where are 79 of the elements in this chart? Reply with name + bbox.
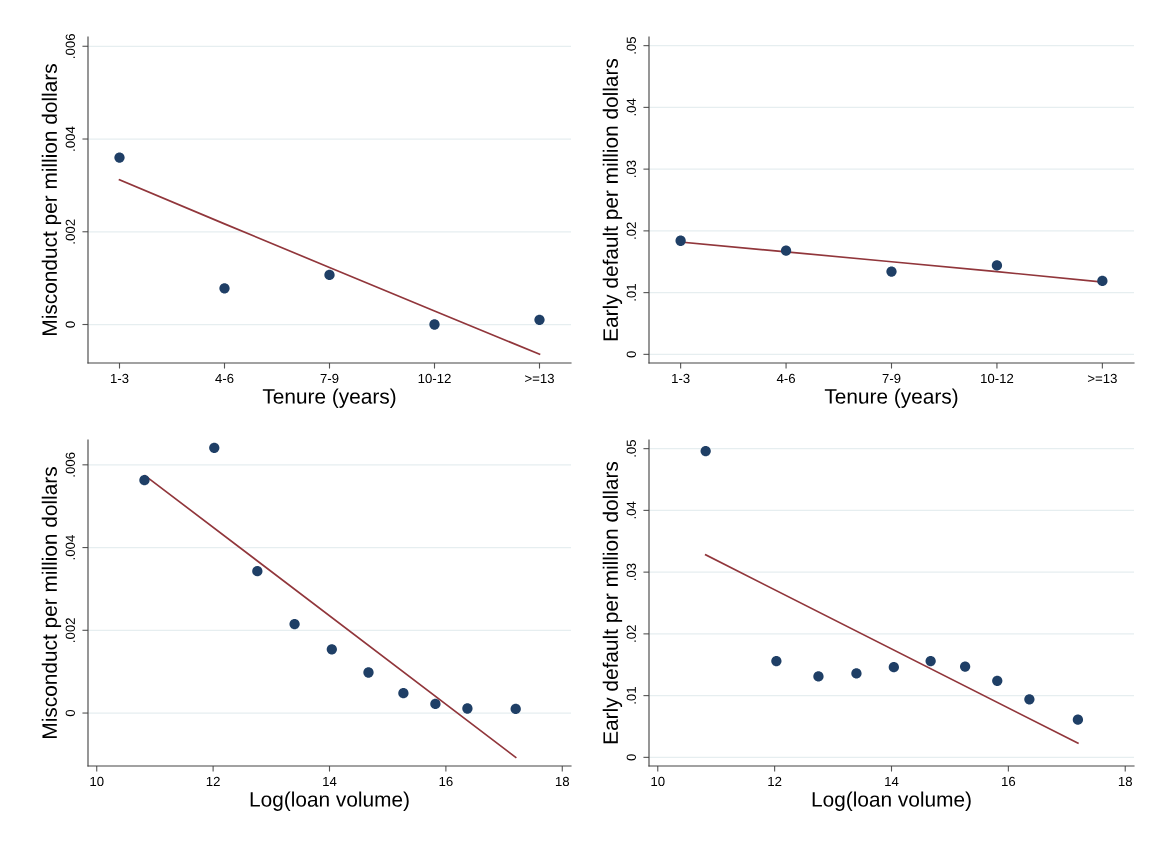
point bbox=[326, 644, 337, 655]
x-tick-label: >=13 bbox=[1087, 373, 1117, 384]
y-tick-label: .006 bbox=[65, 452, 75, 477]
x-tick-label: >=13 bbox=[525, 373, 554, 384]
point bbox=[700, 445, 711, 457]
y-tick-label: .04 bbox=[626, 98, 636, 116]
point bbox=[851, 668, 862, 679]
x-axis-title: Log(loan volume) bbox=[250, 791, 409, 811]
point bbox=[429, 319, 440, 330]
point bbox=[813, 671, 824, 682]
x-axis-title: Tenure (years) bbox=[824, 388, 958, 408]
x-tick-label: 10-12 bbox=[418, 373, 451, 384]
x-tick-label: 18 bbox=[555, 776, 570, 787]
y-axis-title: Early default per million dollars bbox=[602, 461, 623, 744]
x-tick-label: 12 bbox=[206, 776, 220, 786]
point bbox=[534, 314, 545, 326]
x-tick-label: 4-6 bbox=[215, 373, 234, 384]
point bbox=[780, 245, 792, 256]
x-axis-title: Tenure (years) bbox=[262, 388, 396, 408]
point bbox=[1097, 275, 1108, 287]
point bbox=[398, 688, 409, 699]
point bbox=[114, 152, 125, 163]
x-tick-label: 1-3 bbox=[672, 373, 690, 384]
x-tick-label: 1-3 bbox=[110, 373, 129, 384]
y-tick-label: .002 bbox=[65, 618, 75, 642]
x-axis-title: Log(loan volume) bbox=[812, 791, 971, 811]
y-tick-label: .03 bbox=[626, 563, 636, 581]
y-tick-label: .05 bbox=[626, 37, 636, 54]
y-axis-title: Misconduct per million dollars bbox=[41, 64, 62, 335]
y-tick-label: .03 bbox=[626, 160, 636, 178]
x-tick-label: 10 bbox=[651, 776, 665, 787]
y-tick-label: .01 bbox=[626, 284, 636, 301]
y-tick-label: .02 bbox=[626, 222, 636, 239]
y-tick-label: .004 bbox=[65, 126, 75, 151]
x-tick-label: 14 bbox=[885, 776, 899, 786]
x-tick-label: 18 bbox=[1118, 776, 1132, 787]
point bbox=[886, 266, 897, 277]
point bbox=[462, 703, 473, 714]
y-tick-label: 0 bbox=[65, 709, 75, 717]
point bbox=[1072, 714, 1084, 725]
point bbox=[139, 474, 150, 486]
x-tick-label: 10 bbox=[90, 776, 104, 787]
y-axis-title: Misconduct per million dollars bbox=[41, 467, 62, 738]
y-tick-label: .002 bbox=[65, 219, 75, 244]
x-tick-label: 7-9 bbox=[882, 373, 901, 384]
y-tick-label: 0 bbox=[626, 754, 636, 761]
point bbox=[1024, 694, 1035, 705]
y-tick-label: 0 bbox=[626, 351, 636, 358]
y-tick-label: .006 bbox=[65, 34, 75, 58]
x-tick-label: 16 bbox=[439, 776, 453, 787]
point bbox=[219, 283, 230, 294]
point bbox=[430, 698, 441, 710]
point bbox=[510, 703, 521, 715]
y-tick-label: .05 bbox=[626, 440, 636, 457]
point bbox=[991, 260, 1003, 271]
point bbox=[252, 565, 263, 577]
point bbox=[675, 235, 686, 246]
x-tick-label: 12 bbox=[768, 776, 782, 786]
line-series bbox=[118, 178, 541, 356]
point bbox=[888, 662, 899, 673]
x-tick-label: 14 bbox=[323, 776, 337, 786]
y-tick-label: .04 bbox=[626, 501, 636, 519]
point bbox=[992, 675, 1003, 686]
point bbox=[289, 618, 300, 630]
y-tick-label: .02 bbox=[626, 625, 636, 642]
y-axis-title: Early default per million dollars bbox=[602, 58, 623, 341]
x-tick-label: 10-12 bbox=[981, 373, 1014, 384]
point bbox=[209, 442, 220, 454]
point bbox=[324, 269, 335, 281]
point bbox=[959, 661, 971, 672]
point bbox=[363, 667, 374, 678]
x-tick-label: 16 bbox=[1002, 776, 1016, 787]
x-tick-label: 7-9 bbox=[320, 373, 339, 384]
point bbox=[925, 655, 936, 667]
y-tick-label: 0 bbox=[65, 321, 75, 328]
x-tick-label: 4-6 bbox=[776, 373, 796, 384]
y-tick-label: .01 bbox=[626, 687, 636, 704]
point bbox=[771, 655, 782, 667]
y-tick-label: .004 bbox=[65, 535, 75, 560]
